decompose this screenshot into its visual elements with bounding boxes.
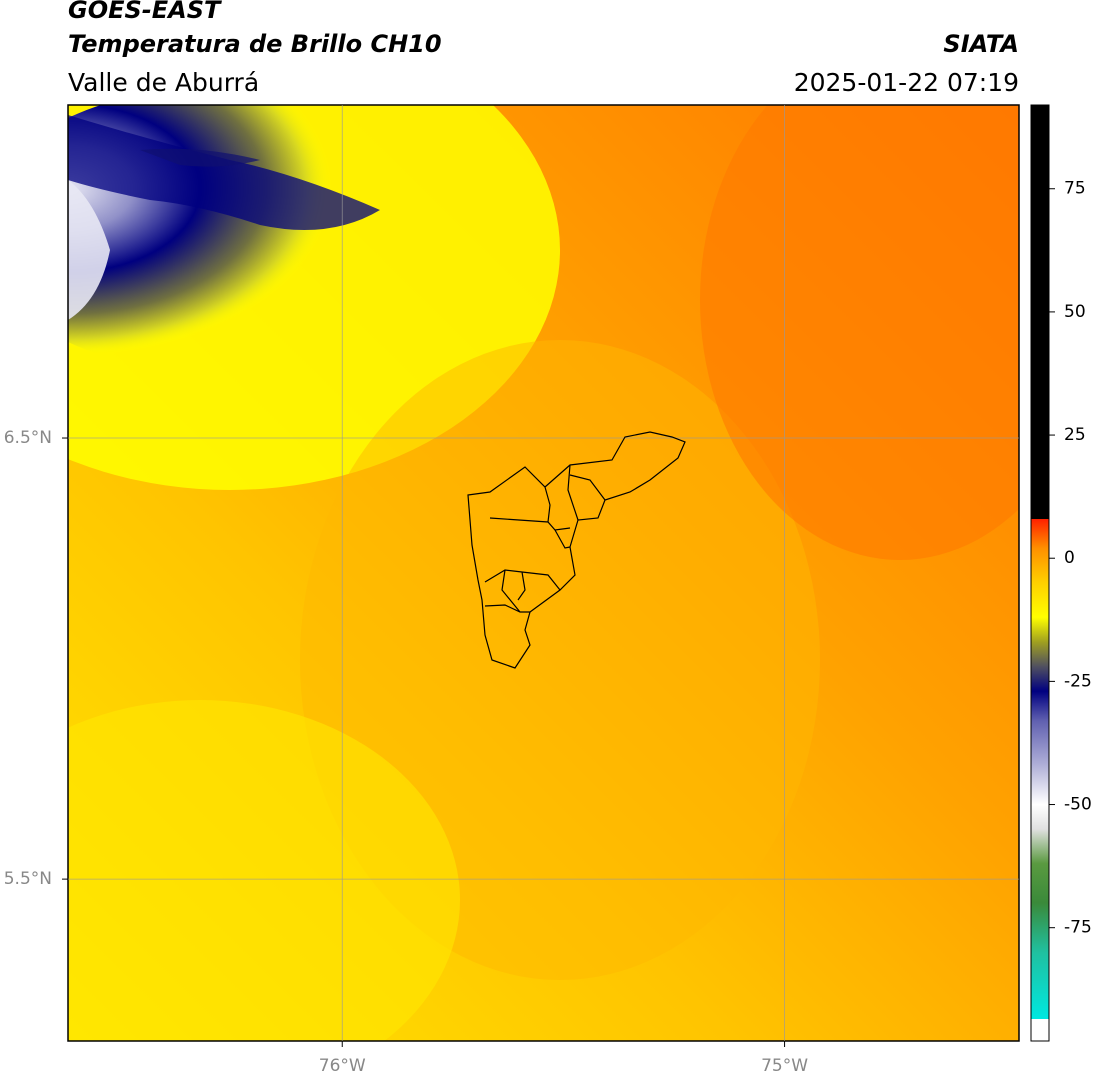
title: GOES-EAST — [68, 0, 222, 24]
datetime: 2025-01-22 07:19 — [794, 68, 1019, 97]
y-tick-label: 5.5°N — [4, 869, 52, 889]
colorbar-tick-label: -75 — [1064, 918, 1092, 938]
map-frame — [67, 104, 1020, 1042]
colorbar-tick-label: 25 — [1064, 425, 1086, 445]
region: Valle de Aburrá — [68, 68, 259, 97]
colorbar — [1031, 105, 1049, 1041]
x-tick-label: 76°W — [319, 1056, 366, 1076]
colorbar-tick-label: 50 — [1064, 302, 1086, 322]
municipal-boundaries — [467, 431, 686, 669]
colorbar-tick-label: 0 — [1064, 548, 1075, 568]
colorbar-tick-label: 75 — [1064, 179, 1086, 199]
colorbar-frame — [1030, 104, 1050, 1042]
x-tick-label: 75°W — [761, 1056, 808, 1076]
satellite-field — [68, 105, 1019, 1041]
colorbar-tick-label: -50 — [1064, 795, 1092, 815]
colorbar-tick-label: -25 — [1064, 671, 1092, 691]
source: SIATA — [943, 30, 1019, 58]
subtitle: Temperatura de Brillo CH10 — [68, 30, 442, 58]
y-tick-label: 6.5°N — [4, 428, 52, 448]
